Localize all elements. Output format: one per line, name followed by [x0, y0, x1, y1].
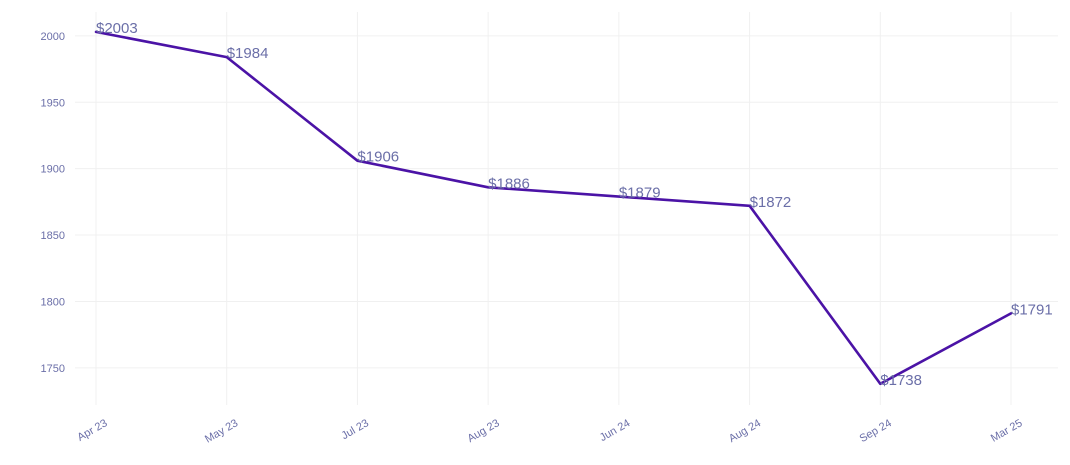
x-tick-label: Mar 25 [989, 417, 1025, 445]
y-tick-label: 1750 [41, 363, 65, 375]
data-label: $1886 [488, 175, 530, 192]
data-labels: $2003 $1984 $1906 $1886 $1879 $1872 $1738 $1791 [96, 20, 1053, 389]
data-label: $2003 [96, 20, 138, 37]
data-label: $1984 [227, 45, 269, 62]
x-tick-label: May 23 [203, 417, 240, 445]
x-tick-label: Jul 23 [340, 417, 371, 442]
x-tick-label: Jun 24 [598, 417, 633, 444]
data-label: $1879 [619, 185, 661, 202]
series-line [94, 30, 1013, 386]
data-label: $1872 [750, 194, 792, 211]
y-tick-label: 1800 [41, 296, 65, 308]
y-tick-label: 1900 [41, 164, 65, 176]
y-tick-label: 1850 [41, 230, 65, 242]
data-label: $1906 [357, 149, 399, 166]
y-tick-label: 1950 [41, 97, 65, 109]
data-label: $1791 [1011, 301, 1053, 318]
y-tick-label: 2000 [41, 31, 65, 43]
x-axis: Apr 23 May 23 Jul 23 Aug 23 Jun 24 Aug 24 Sep … [75, 417, 1024, 445]
x-tick-label: Aug 23 [465, 417, 501, 445]
y-axis: 1750 1800 1850 1900 1950 2000 [41, 31, 65, 375]
series-layer [94, 30, 1013, 386]
data-label: $1738 [880, 372, 922, 389]
x-tick-label: Aug 24 [727, 417, 763, 445]
x-tick-label: Sep 24 [858, 417, 894, 445]
grid [75, 12, 1058, 405]
x-tick-label: Apr 23 [75, 417, 109, 444]
